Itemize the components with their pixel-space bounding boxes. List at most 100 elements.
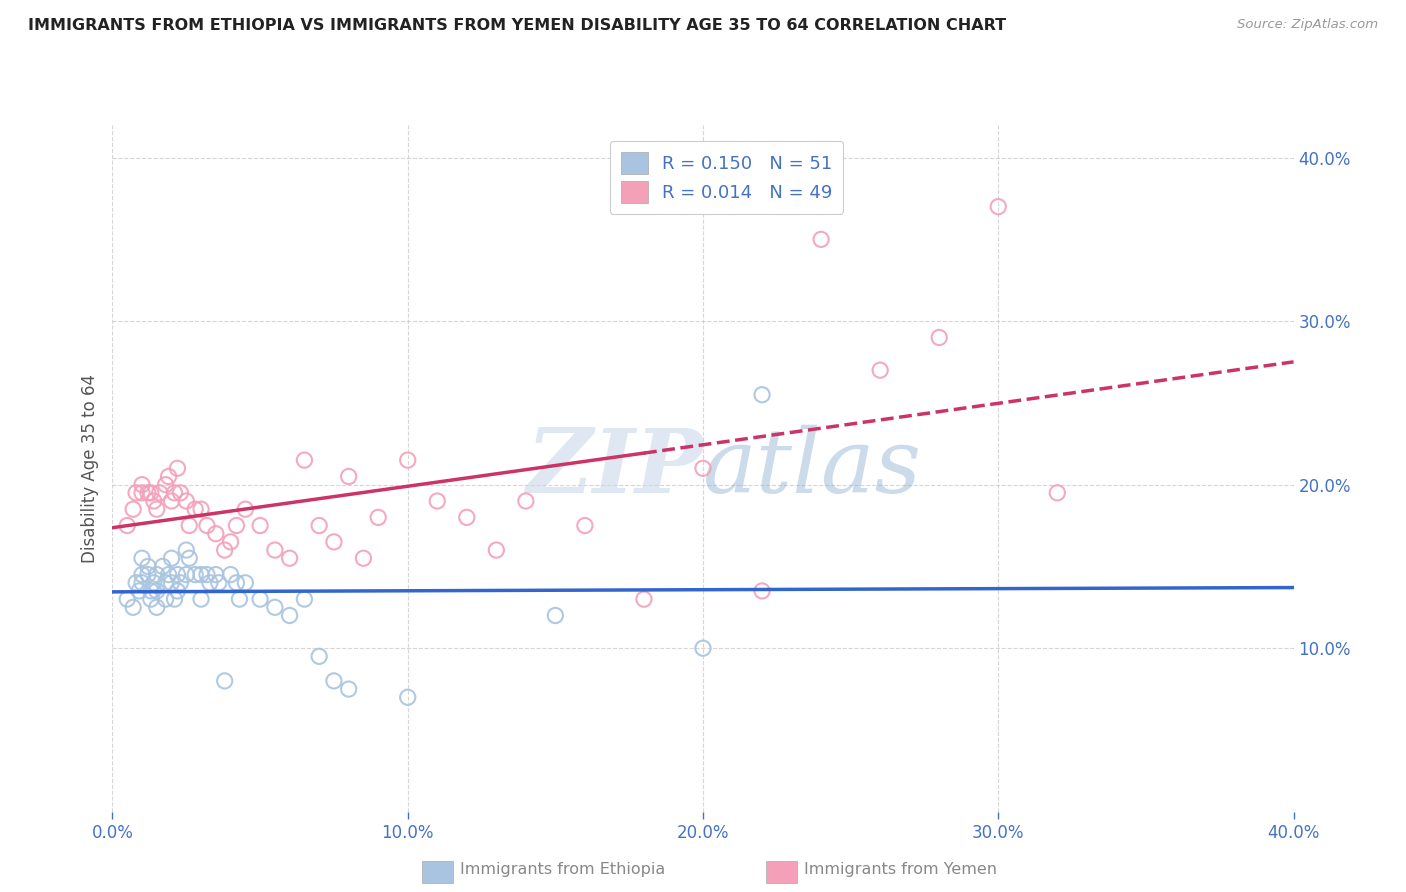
Point <box>323 673 346 688</box>
Point <box>219 567 242 582</box>
Point <box>146 502 169 516</box>
Point <box>174 543 197 558</box>
Point <box>149 485 172 500</box>
Point <box>190 592 212 607</box>
Point <box>869 363 891 377</box>
Point <box>152 559 174 574</box>
Point <box>278 608 301 623</box>
Point <box>249 592 271 607</box>
Point <box>157 567 180 582</box>
Point <box>544 608 567 623</box>
Point <box>179 551 201 566</box>
Point <box>117 518 138 533</box>
Point <box>352 551 374 566</box>
Point <box>139 583 162 598</box>
Point <box>190 567 212 582</box>
Point <box>166 461 188 475</box>
Point <box>323 534 346 549</box>
Point <box>131 485 153 500</box>
Text: Source: ZipAtlas.com: Source: ZipAtlas.com <box>1237 18 1378 31</box>
Point <box>692 641 714 656</box>
Point <box>122 502 145 516</box>
Point <box>308 649 330 664</box>
Point <box>131 575 153 590</box>
Point <box>633 592 655 607</box>
Point <box>205 567 228 582</box>
Point <box>142 575 165 590</box>
Point <box>208 575 231 590</box>
Point <box>249 518 271 533</box>
Point <box>136 485 159 500</box>
Point <box>751 583 773 598</box>
Point <box>146 567 169 582</box>
Point <box>396 690 419 705</box>
Point <box>214 673 236 688</box>
Point <box>136 559 159 574</box>
Point <box>233 575 256 590</box>
Point <box>131 477 153 491</box>
Point <box>292 592 315 607</box>
Point <box>128 583 150 598</box>
Point <box>125 485 148 500</box>
Point <box>205 526 228 541</box>
Point <box>308 518 330 533</box>
Point <box>456 510 478 524</box>
Point <box>163 485 186 500</box>
Point <box>515 494 537 508</box>
Point <box>1046 485 1069 500</box>
Point <box>155 477 177 491</box>
Point <box>228 592 250 607</box>
Point <box>751 387 773 401</box>
Point <box>337 681 360 696</box>
Point <box>169 485 191 500</box>
Point <box>160 575 183 590</box>
Point <box>125 575 148 590</box>
Point <box>163 592 186 607</box>
Point <box>278 551 301 566</box>
Point <box>396 453 419 467</box>
Point <box>225 575 247 590</box>
Legend: R = 0.150   N = 51, R = 0.014   N = 49: R = 0.150 N = 51, R = 0.014 N = 49 <box>610 141 844 214</box>
Point <box>142 494 165 508</box>
Point <box>131 567 153 582</box>
Point <box>426 494 449 508</box>
Text: ZIP: ZIP <box>527 425 703 511</box>
Point <box>264 600 287 615</box>
Point <box>131 551 153 566</box>
Point <box>195 518 218 533</box>
Point <box>928 330 950 344</box>
Text: Immigrants from Yemen: Immigrants from Yemen <box>804 863 997 877</box>
Point <box>166 583 188 598</box>
Point <box>136 567 159 582</box>
Point <box>122 600 145 615</box>
Point <box>146 583 169 598</box>
Point <box>166 567 188 582</box>
Point <box>155 575 177 590</box>
Point <box>139 485 162 500</box>
Point <box>179 518 201 533</box>
Point <box>146 600 169 615</box>
Point <box>169 575 191 590</box>
Text: Immigrants from Ethiopia: Immigrants from Ethiopia <box>460 863 665 877</box>
Point <box>117 592 138 607</box>
Point <box>367 510 389 524</box>
Point <box>195 567 218 582</box>
Point <box>574 518 596 533</box>
Point <box>184 567 207 582</box>
Point <box>198 575 221 590</box>
Point <box>485 543 508 558</box>
Point <box>264 543 287 558</box>
Point <box>292 453 315 467</box>
Point <box>174 567 197 582</box>
Point <box>139 592 162 607</box>
Point <box>160 551 183 566</box>
Point <box>157 469 180 483</box>
Point <box>225 518 247 533</box>
Point <box>190 502 212 516</box>
Point <box>233 502 256 516</box>
Point <box>160 494 183 508</box>
Point <box>337 469 360 483</box>
Point <box>184 502 207 516</box>
Point <box>692 461 714 475</box>
Point <box>219 534 242 549</box>
